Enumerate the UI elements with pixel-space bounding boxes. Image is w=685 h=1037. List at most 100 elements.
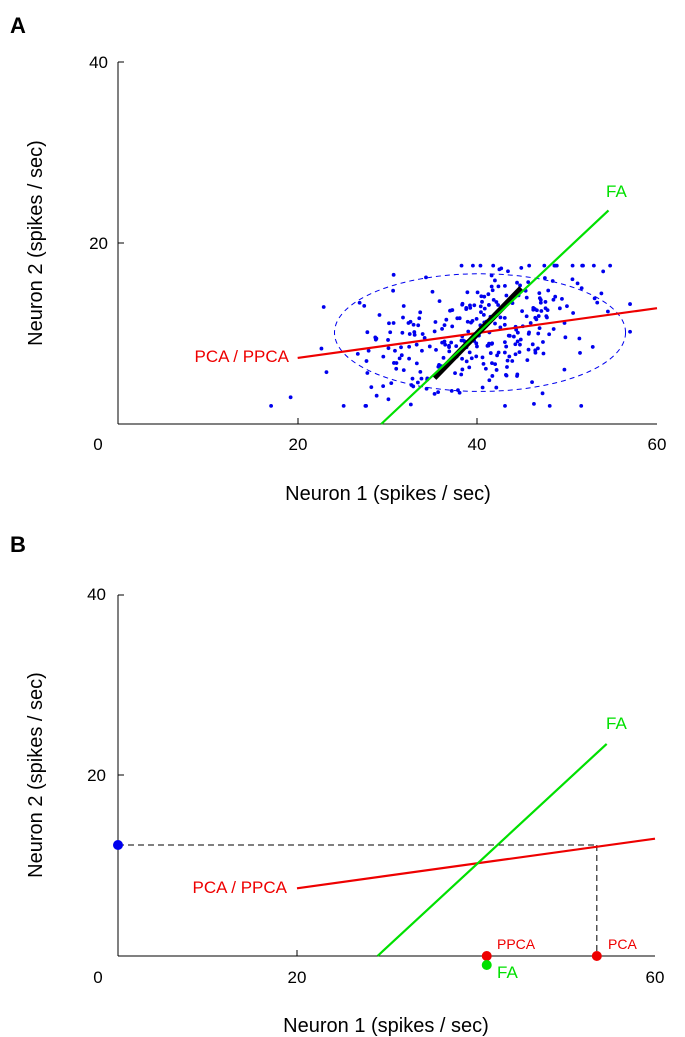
panel-b-fa-line (376, 743, 608, 957)
panel-a-data-point (491, 297, 496, 302)
panel-b-x-tick-label: 60 (646, 968, 665, 987)
panel-b-ppca-projection-label: PPCA (497, 936, 536, 952)
panel-a-data-point (418, 310, 423, 315)
panel-a-data-point (485, 343, 490, 348)
panel-a-data-point (513, 342, 518, 347)
panel-a-data-point (366, 348, 371, 353)
panel-a-data-point (418, 369, 423, 374)
panel-a-data-point (321, 305, 326, 309)
panel-a-data-point (502, 322, 507, 327)
panel-a-data-point (369, 385, 374, 390)
panel-a-data-point (579, 404, 584, 408)
panel-a-data-point (505, 365, 509, 369)
panel-a-data-point (530, 380, 534, 385)
panel-a-data-point (389, 381, 394, 386)
panel-a-data-point (605, 309, 610, 314)
panel-a-data-point (490, 361, 494, 366)
panel-a-data-point (503, 283, 507, 288)
panel-a-data-point (524, 314, 529, 319)
panel-a-data-point (519, 266, 524, 270)
panel-a-data-point (537, 291, 542, 296)
panel-a-data-point (455, 316, 460, 321)
panel-a-data-point (541, 351, 546, 356)
panel-a-data-point (506, 333, 511, 338)
panel-a-data-point (427, 344, 432, 349)
panel-a-data-point (551, 297, 556, 302)
panel-a-data-point (515, 372, 520, 377)
panel-b-observed-point (113, 839, 123, 850)
panel-b-x-tick-label: 20 (288, 968, 307, 987)
panel-a-data-point (449, 340, 454, 345)
panel-a-data-point (386, 338, 390, 342)
panel-a-data-point (489, 284, 494, 289)
panel-a-data-point (411, 384, 416, 389)
panel-a-data-point (543, 300, 548, 304)
panel-a-data-point (504, 373, 508, 377)
panel-a-data-point (546, 288, 551, 293)
panel-a-data-point (416, 323, 421, 328)
panel-a-data-point (525, 358, 530, 362)
panel-a-data-point (486, 292, 491, 297)
panel-a-data-point (440, 326, 444, 331)
panel-a-data-point (386, 346, 391, 351)
panel-a-data-point (407, 356, 411, 361)
panel-a-data-point (432, 329, 437, 334)
panel-a-data-point (496, 303, 501, 307)
panel-a-data-point (527, 263, 532, 268)
panel-a-data-point (599, 291, 604, 296)
panel-b-x-axis-title: Neuron 1 (spikes / sec) (283, 1015, 489, 1037)
panel-a-data-point (518, 337, 523, 342)
panel-a-data-point (447, 343, 451, 348)
panel-a-data-point (479, 294, 484, 299)
panel-a-data-point (595, 300, 600, 305)
panel-a-data-point (406, 321, 411, 325)
panel-a-data-point (511, 334, 516, 339)
panel-a-data-point (460, 356, 464, 361)
panel-a-data-point (447, 349, 452, 354)
panel-a-data-point (432, 391, 437, 396)
panel-a-data-point (468, 306, 473, 310)
panel-a-data-point (563, 335, 568, 340)
panel-a-data-point (542, 276, 547, 280)
panel-a-data-point (414, 342, 419, 347)
panel-a-data-point (442, 323, 447, 328)
panel-a-data-point (524, 295, 529, 300)
panel-a-data-point (364, 359, 369, 363)
panel-a-data-point (489, 273, 494, 278)
panel-a-data-point (482, 294, 487, 299)
panel-a-data-point (324, 370, 329, 375)
panel-a-data-point (494, 368, 499, 372)
panel-a-data-point (319, 346, 324, 351)
panel-a-data-point (494, 385, 499, 390)
panel-a-data-point (570, 263, 575, 268)
panel-a-data-point (441, 355, 446, 360)
panel-a-data-point (628, 329, 632, 334)
panel-a-data-point (510, 359, 515, 363)
panel-a-data-point (480, 299, 484, 304)
panel-a-data-point (466, 329, 471, 334)
panel-a-data-point (392, 361, 396, 365)
panel-a-data-point (454, 344, 459, 349)
panel-a-x-axis-title: Neuron 1 (spikes / sec) (285, 483, 491, 505)
panel-a-data-point (493, 278, 497, 283)
panel-a-data-point (465, 290, 470, 295)
panel-a-data-point (520, 309, 524, 314)
panel-a-data-point (436, 390, 441, 394)
panel-a-data-point (490, 374, 495, 378)
panel-a-data-point (495, 353, 499, 358)
panel-a-data-point (560, 296, 564, 301)
panel-a-data-point (479, 310, 483, 314)
panel-b-ppca-projection-point (481, 951, 492, 961)
panel-a-data-point (420, 332, 425, 336)
panel-a-data-point (341, 404, 346, 408)
panel-a-data-point (464, 359, 469, 364)
panel-a-data-point (493, 362, 498, 367)
panel-a-data-point (464, 305, 469, 310)
panel-a-data-point (472, 303, 477, 308)
panel-a-data-point (570, 277, 575, 282)
panel-a-data-point (552, 263, 557, 268)
panel-a-data-point (430, 289, 435, 294)
panel-a-data-point (412, 330, 417, 334)
panel-a-y-axis-title: Neuron 2 (spikes / sec) (25, 140, 47, 346)
panel-a-data-point (401, 368, 406, 372)
